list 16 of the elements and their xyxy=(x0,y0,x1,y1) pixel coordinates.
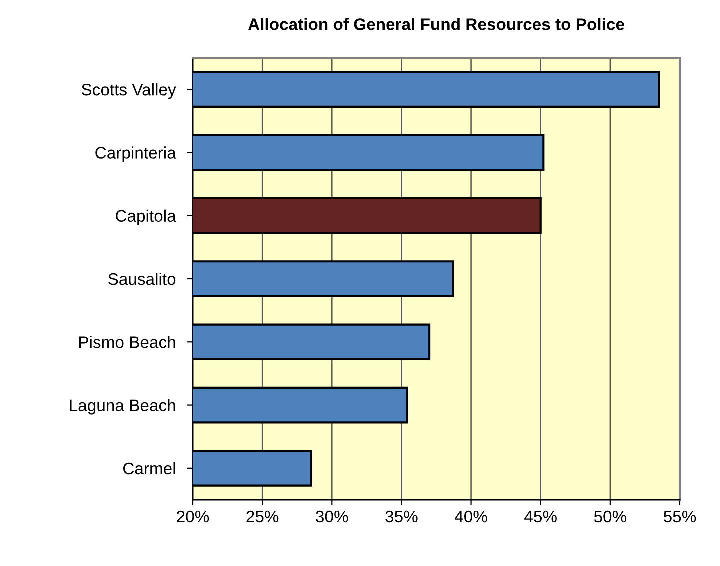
x-tick-label: 55% xyxy=(664,510,696,523)
x-tick-label: 30% xyxy=(316,510,348,523)
y-tick-label: Carpinteria xyxy=(96,146,176,162)
x-tick-label: 20% xyxy=(177,510,210,523)
x-tick-label: 35% xyxy=(386,510,418,523)
y-tick-label: Sausalito xyxy=(108,272,176,286)
x-tick-label: 50% xyxy=(594,510,627,523)
x-tick-label: 40% xyxy=(454,510,488,523)
y-tick-label: Scotts Valley xyxy=(82,84,176,100)
chart-title: Allocation of General Fund Resources to Police xyxy=(248,18,624,30)
y-tick-label: Pismo Beach xyxy=(80,336,176,348)
x-tick-label: 25% xyxy=(246,510,279,523)
y-tick-label: Laguna Beach xyxy=(70,399,176,415)
x-tick-label: 45% xyxy=(524,510,557,523)
y-tick-label: Carmel xyxy=(123,462,176,475)
y-tick-label: Capitola xyxy=(116,210,176,226)
